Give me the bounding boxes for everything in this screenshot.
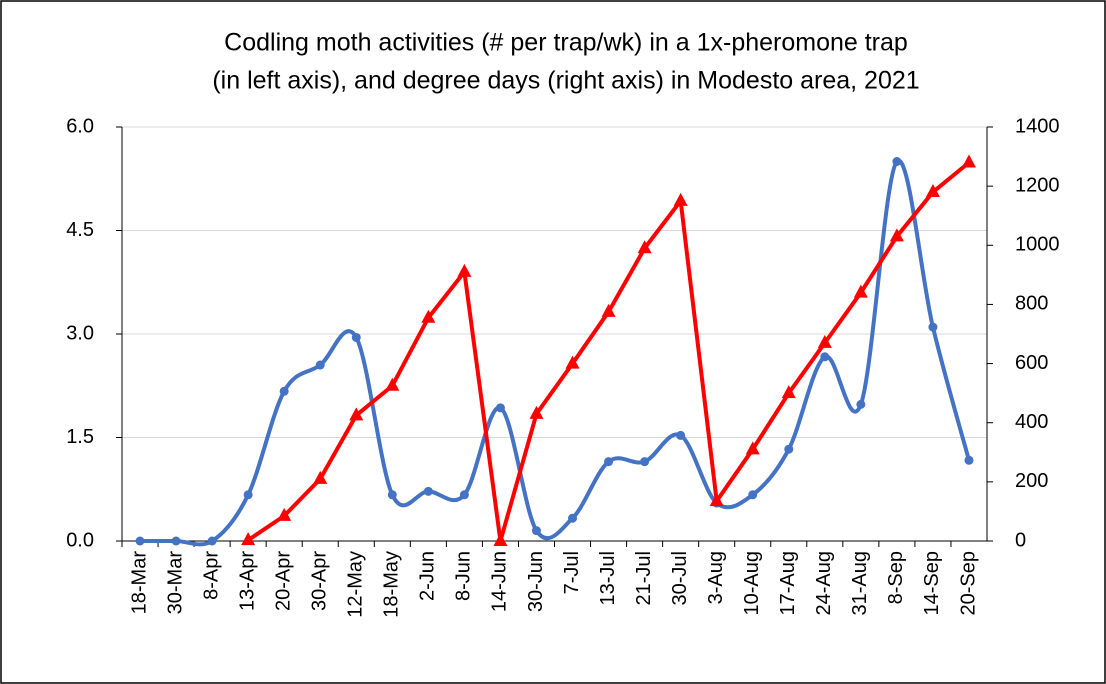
x-tick-label: 18-May — [381, 551, 403, 618]
marker — [709, 493, 724, 507]
marker — [423, 486, 433, 496]
y-tick-label: 4.5 — [66, 219, 94, 241]
marker — [637, 240, 652, 254]
x-tick-label: 7-Jul — [561, 551, 583, 594]
x-tick-label: 8-Jun — [453, 551, 475, 601]
marker — [853, 284, 868, 298]
x-tick-label: 18-Mar — [128, 551, 150, 615]
x-tick-label: 17-Aug — [777, 551, 799, 616]
marker — [349, 407, 364, 421]
x-tick-label: 24-Aug — [813, 551, 835, 616]
marker — [493, 533, 508, 546]
y2-tick-label: 600 — [1015, 352, 1048, 374]
marker — [892, 157, 902, 166]
x-tick-label: 10-Aug — [741, 551, 763, 616]
marker — [889, 228, 904, 242]
marker — [676, 430, 686, 440]
x-tick-label: 13-Jul — [597, 551, 619, 605]
marker — [601, 303, 616, 317]
marker — [529, 405, 544, 419]
marker — [241, 532, 256, 546]
x-tick-label: 31-Aug — [849, 551, 871, 616]
y2-tick-label: 800 — [1015, 293, 1048, 315]
marker — [781, 385, 796, 399]
marker — [673, 192, 688, 206]
x-tick-label: 2-Jun — [417, 551, 439, 601]
x-tick-label: 12-May — [345, 551, 367, 618]
marker — [351, 332, 361, 342]
x-tick-label: 14-Sep — [921, 551, 943, 616]
marker — [279, 386, 289, 396]
marker — [640, 457, 650, 467]
marker — [784, 444, 794, 454]
y2-tick-label: 1000 — [1015, 234, 1060, 256]
x-tick-label: 20-Sep — [957, 551, 979, 616]
chart-title: Codling moth activities (# per trap/wk) … — [224, 29, 908, 57]
marker — [568, 513, 578, 523]
marker — [565, 355, 580, 369]
marker — [928, 322, 938, 332]
x-tick-label: 3-Aug — [705, 551, 727, 604]
x-tick-label: 30-Mar — [164, 551, 186, 615]
marker — [817, 334, 832, 348]
y-tick-label: 1.5 — [66, 426, 94, 448]
x-tick-label: 21-Jul — [633, 551, 655, 605]
x-tick-label: 20-Apr — [272, 551, 294, 611]
x-tick-label: 30-Apr — [309, 551, 331, 611]
y-tick-label: 6.0 — [66, 115, 94, 137]
marker — [961, 154, 976, 168]
x-tick-label: 30-Jul — [669, 551, 691, 605]
marker — [315, 360, 325, 370]
x-tick-label: 30-Jun — [525, 551, 547, 612]
marker — [171, 536, 181, 546]
marker — [385, 377, 400, 391]
marker — [457, 263, 472, 277]
y2-tick-label: 1400 — [1015, 115, 1060, 137]
x-tick-label: 14-Jun — [489, 551, 511, 612]
marker — [531, 526, 541, 536]
marker — [820, 352, 830, 362]
marker — [495, 403, 505, 413]
marker — [387, 490, 397, 500]
y-tick-label: 0.0 — [66, 529, 94, 551]
x-tick-label: 8-Sep — [885, 551, 907, 604]
y2-tick-label: 0 — [1015, 529, 1026, 551]
y-tick-label: 3.0 — [66, 322, 94, 344]
marker — [856, 399, 866, 409]
marker — [604, 457, 614, 467]
chart-title: (in left axis), and degree days (right a… — [212, 67, 919, 95]
marker — [964, 455, 974, 465]
marker — [207, 536, 217, 546]
x-tick-label: 8-Apr — [200, 551, 222, 600]
marker — [421, 309, 436, 323]
marker — [925, 184, 940, 198]
marker — [313, 470, 328, 484]
marker — [243, 490, 253, 500]
marker — [135, 536, 145, 546]
y2-tick-label: 1200 — [1015, 174, 1060, 196]
marker — [277, 507, 292, 521]
y2-tick-label: 200 — [1015, 470, 1048, 492]
marker — [748, 490, 758, 500]
x-tick-label: 13-Apr — [236, 551, 258, 611]
y2-tick-label: 400 — [1015, 411, 1048, 433]
marker — [459, 490, 469, 500]
marker — [745, 441, 760, 455]
